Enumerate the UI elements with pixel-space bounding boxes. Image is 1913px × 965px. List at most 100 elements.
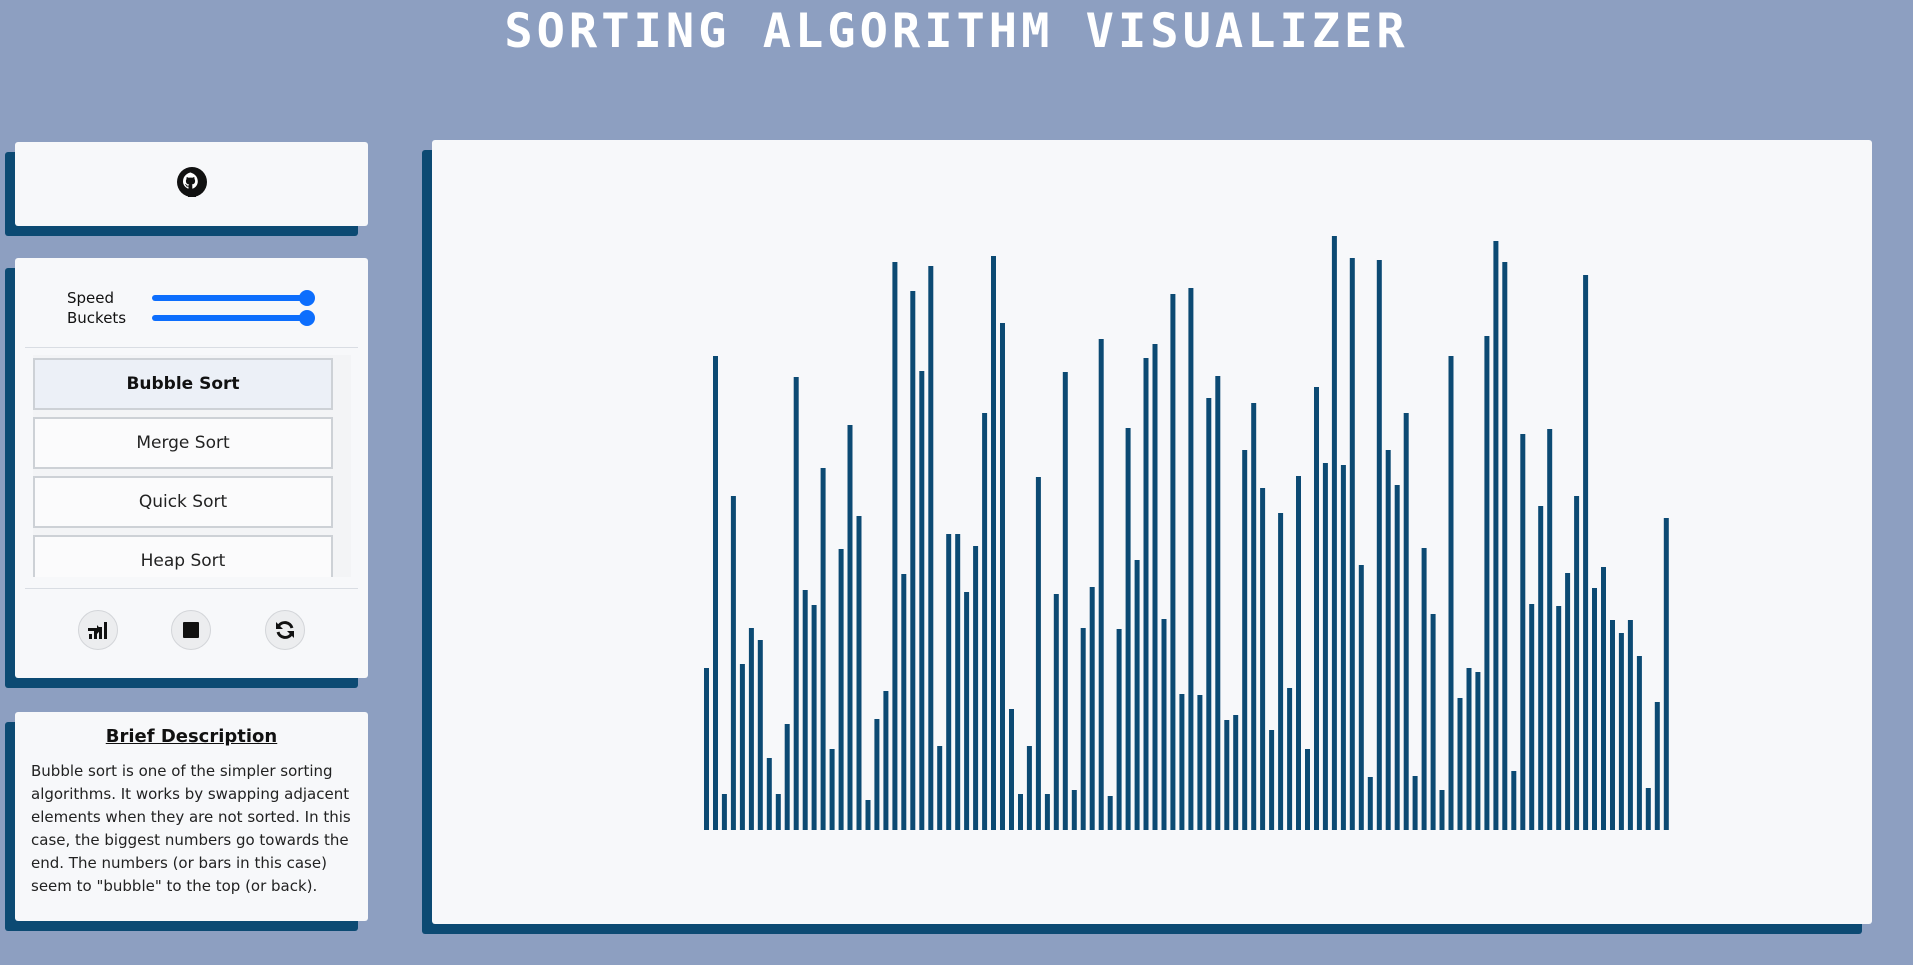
visualizer-panel bbox=[432, 140, 1872, 924]
bar bbox=[1322, 463, 1328, 830]
bar bbox=[1080, 628, 1086, 830]
reset-button[interactable] bbox=[265, 610, 305, 650]
bar bbox=[1242, 450, 1248, 830]
bar bbox=[748, 628, 754, 830]
bar bbox=[1018, 794, 1023, 830]
bar bbox=[901, 574, 907, 830]
bar bbox=[964, 592, 970, 830]
bar bbox=[1529, 604, 1535, 830]
stop-button[interactable] bbox=[171, 610, 211, 650]
bar bbox=[1314, 387, 1319, 830]
bar bbox=[1161, 619, 1167, 830]
buckets-slider[interactable] bbox=[152, 310, 315, 326]
bar bbox=[919, 371, 925, 830]
bar bbox=[1484, 336, 1490, 830]
speed-slider[interactable] bbox=[152, 290, 315, 306]
bar bbox=[1601, 567, 1606, 830]
bar bbox=[1215, 376, 1221, 830]
bar bbox=[1269, 730, 1275, 830]
bar bbox=[784, 724, 790, 830]
description-text: Bubble sort is one of the simpler sortin… bbox=[31, 762, 351, 895]
bar bbox=[1197, 695, 1203, 830]
merge-sort-button[interactable]: Merge Sort bbox=[33, 417, 333, 469]
bar bbox=[1107, 796, 1113, 830]
bar bbox=[874, 719, 880, 830]
bar bbox=[775, 794, 781, 830]
bar bbox=[829, 749, 835, 830]
bar-chart bbox=[704, 236, 1669, 830]
bar bbox=[1645, 788, 1651, 830]
heap-sort-button[interactable]: Heap Sort bbox=[33, 535, 333, 577]
bar bbox=[820, 468, 826, 830]
bar bbox=[713, 356, 718, 830]
buckets-slider-thumb[interactable] bbox=[299, 310, 315, 326]
bar bbox=[955, 534, 961, 830]
bar bbox=[892, 262, 898, 830]
description-panel: Brief Description Bubble sort is one of … bbox=[15, 712, 368, 921]
bar bbox=[1457, 698, 1463, 830]
bar bbox=[1627, 620, 1633, 830]
bar bbox=[793, 377, 799, 830]
bar bbox=[883, 691, 889, 830]
bar bbox=[928, 266, 934, 830]
bar bbox=[1358, 565, 1364, 830]
reset-icon bbox=[276, 621, 294, 639]
bar bbox=[1188, 288, 1194, 830]
divider bbox=[25, 347, 358, 348]
github-icon[interactable] bbox=[176, 166, 208, 198]
bar bbox=[1278, 513, 1284, 830]
bar bbox=[1421, 548, 1427, 830]
bar bbox=[1089, 587, 1095, 830]
app-title: SORTING ALGORITHM VISUALIZER bbox=[504, 4, 1409, 59]
bar bbox=[856, 516, 862, 830]
bar bbox=[910, 291, 916, 830]
bar bbox=[1385, 450, 1391, 830]
github-panel bbox=[15, 142, 368, 226]
bar bbox=[865, 800, 871, 830]
bar bbox=[838, 549, 844, 830]
algorithm-list[interactable]: Bubble Sort Merge Sort Quick Sort Heap S… bbox=[33, 355, 351, 577]
bar bbox=[1143, 358, 1149, 830]
bar bbox=[739, 664, 745, 830]
bar bbox=[1224, 720, 1230, 830]
bar bbox=[1251, 403, 1257, 830]
description-title: Brief Description bbox=[105, 726, 278, 747]
bar bbox=[1349, 258, 1355, 830]
bar bbox=[1116, 629, 1122, 830]
bar bbox=[1044, 794, 1050, 830]
divider bbox=[25, 588, 358, 589]
bar bbox=[1134, 560, 1140, 830]
bar bbox=[1466, 668, 1472, 830]
controls-panel: Speed Buckets Bubble Sort Merge Sort Qui… bbox=[15, 258, 368, 678]
speed-slider-thumb[interactable] bbox=[299, 290, 315, 306]
speed-label: Speed bbox=[67, 289, 115, 307]
speed-control: Speed bbox=[67, 288, 315, 308]
bar bbox=[730, 496, 736, 830]
bar bbox=[1376, 260, 1382, 830]
buckets-control: Buckets bbox=[67, 308, 315, 328]
bar bbox=[1439, 790, 1445, 830]
bar bbox=[982, 413, 988, 830]
bar bbox=[1574, 496, 1580, 830]
bar bbox=[811, 605, 817, 830]
bar bbox=[1430, 614, 1436, 830]
quick-sort-button[interactable]: Quick Sort bbox=[33, 476, 333, 528]
bar bbox=[1475, 672, 1481, 830]
bar bbox=[1071, 790, 1077, 830]
bar bbox=[1618, 633, 1624, 830]
bar bbox=[1009, 709, 1014, 830]
bar bbox=[1556, 606, 1562, 830]
bar bbox=[1035, 477, 1041, 830]
bar bbox=[1412, 776, 1418, 830]
bubble-sort-button[interactable]: Bubble Sort bbox=[33, 358, 333, 410]
bar bbox=[1062, 372, 1068, 830]
bar bbox=[1305, 749, 1310, 830]
bar bbox=[1448, 356, 1454, 830]
bar bbox=[1098, 339, 1104, 830]
bar bbox=[973, 546, 979, 830]
bar bbox=[1340, 465, 1346, 830]
bar bbox=[847, 425, 853, 830]
bar bbox=[1583, 275, 1589, 830]
sort-button[interactable] bbox=[78, 610, 118, 650]
bar bbox=[1125, 428, 1131, 830]
